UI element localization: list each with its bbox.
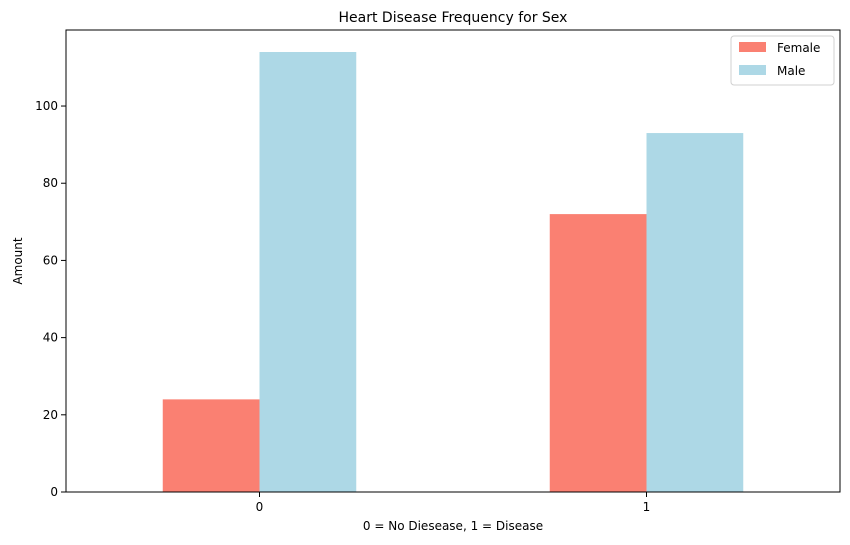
y-axis-label: Amount [11, 237, 25, 284]
x-tick-label: 1 [643, 500, 651, 514]
legend-swatch-female [739, 42, 766, 52]
legend-label-male: Male [777, 64, 805, 78]
y-tick-label: 80 [43, 176, 58, 190]
bar-male-1 [646, 133, 744, 493]
plot-frame [65, 29, 841, 493]
x-axis-label: 0 = No Diesease, 1 = Disease [363, 519, 543, 533]
y-axis-ticks: 0 20 40 60 80 100 [35, 99, 66, 499]
chart-title: Heart Disease Frequency for Sex [339, 10, 568, 26]
legend-label-female: Female [777, 41, 820, 55]
y-tick-label: 100 [35, 99, 58, 113]
x-tick-label: 0 [256, 500, 264, 514]
bar-female-0 [162, 399, 260, 492]
y-tick-label: 60 [43, 253, 58, 267]
bars-group [162, 52, 744, 493]
legend: Female Male [730, 35, 835, 86]
bar-male-0 [259, 52, 357, 492]
legend-swatch-male [739, 65, 766, 75]
bar-female-1 [549, 214, 647, 492]
y-tick-label: 0 [50, 485, 58, 499]
y-tick-label: 40 [43, 331, 58, 345]
y-tick-label: 20 [43, 408, 58, 422]
